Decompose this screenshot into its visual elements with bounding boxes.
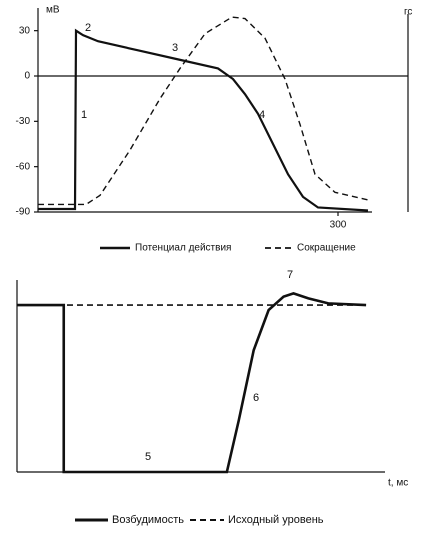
y-tick-label: -90: [16, 207, 31, 218]
y-tick-label: -30: [16, 116, 31, 127]
x-axis-label: t, мс: [388, 478, 408, 489]
legend-label: Возбудимость: [112, 514, 184, 526]
series-line: [17, 291, 367, 474]
series-line: [38, 28, 369, 212]
annotation: 2: [85, 22, 91, 34]
annotation: 1: [81, 109, 87, 121]
y2-axis-label: гс: [404, 7, 412, 18]
annotation: 6: [253, 392, 259, 404]
annotation: 7: [287, 269, 293, 281]
y-tick-label: 0: [24, 71, 30, 82]
legend-label: Сокращение: [297, 243, 356, 254]
series-line: [38, 16, 369, 206]
legend-label: Потенциал действия: [135, 243, 231, 254]
annotation: 3: [172, 42, 178, 54]
annotation: 4: [259, 109, 265, 121]
legend-label: Исходный уровень: [228, 514, 324, 526]
x-tick-label: 300: [330, 220, 347, 231]
annotation: 5: [145, 451, 151, 463]
y-tick-label: 30: [19, 25, 31, 36]
y-axis-label: мВ: [46, 5, 60, 16]
y-tick-label: -60: [16, 161, 31, 172]
